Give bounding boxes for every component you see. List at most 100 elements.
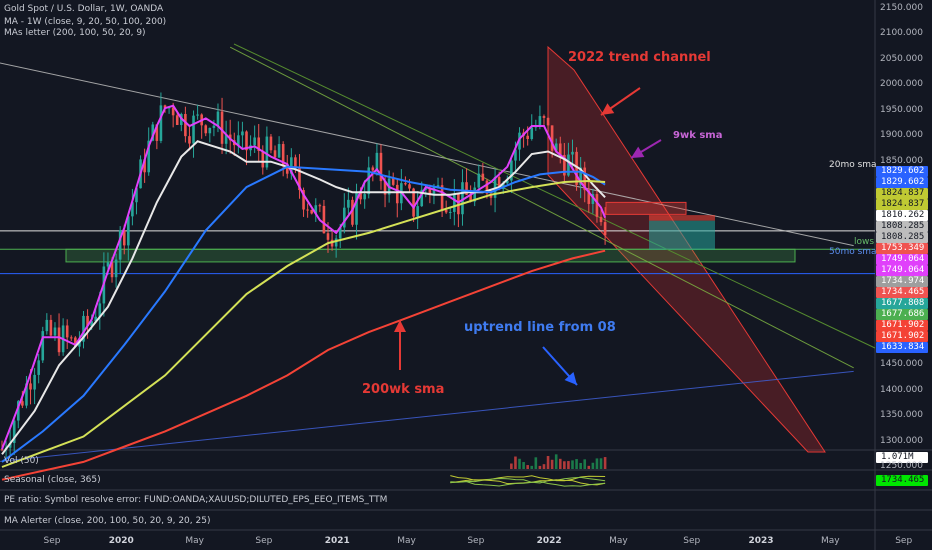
candle-body (37, 360, 40, 375)
y-axis-tick-label: 1250.000 (880, 461, 923, 471)
candle-body (135, 188, 138, 203)
candle-body (563, 154, 566, 176)
volume-bar (558, 458, 562, 469)
seasonal-pane-label[interactable]: Seasonal (close, 365) (4, 475, 101, 485)
candle-body (448, 211, 452, 213)
candle-body (294, 157, 297, 168)
candle-body (253, 137, 256, 146)
candle-body (0, 449, 4, 451)
trend-channel-arrow-head (601, 103, 615, 115)
volume-bar (542, 464, 546, 469)
two-hundred-wk-sma-arrow-head (394, 320, 406, 332)
candle-body (17, 401, 20, 421)
candle-body (359, 192, 362, 200)
candle-body (326, 233, 330, 240)
ma-alerter-pane-label[interactable]: MA Alerter (close, 200, 100, 50, 20, 9, … (4, 516, 211, 526)
candle-body (290, 157, 293, 174)
x-axis-tick-label: 2021 (324, 536, 350, 546)
candle-body (110, 262, 114, 278)
price-axis-label: 1829.602 (876, 177, 928, 189)
mas-letter-legend[interactable]: MAs letter (200, 100, 50, 20, 9) (4, 28, 146, 38)
candle-body (204, 125, 208, 134)
seasonal-line (450, 480, 606, 487)
lows-zone (65, 248, 796, 263)
y-axis-tick-label: 1400.000 (880, 384, 923, 395)
candle-body (558, 143, 562, 155)
candle-body (432, 187, 436, 196)
candle-body (595, 194, 599, 217)
candle-body (131, 202, 134, 217)
y-axis-tick-label: 1950.000 (880, 104, 923, 115)
candle-body (143, 159, 146, 173)
series-line-20wk-sma (1, 140, 606, 455)
candle-body (330, 239, 334, 247)
candle-body (583, 167, 587, 191)
candle-body (127, 216, 130, 246)
candle-body (220, 111, 224, 144)
candle-body (224, 134, 228, 144)
candle-body (379, 152, 383, 182)
ma-indicator-legend[interactable]: MA - 1W (close, 9, 20, 50, 100, 200) (4, 17, 167, 27)
candle-body (469, 194, 472, 202)
trendline (233, 43, 876, 349)
candle-body (74, 337, 77, 347)
candle-body (41, 331, 45, 361)
candle-body (395, 184, 399, 204)
candle-body (587, 190, 591, 204)
candle-body (444, 210, 448, 213)
candle-body (436, 185, 440, 188)
candle-body (510, 160, 513, 181)
x-axis-tick-label: May (609, 536, 628, 546)
candle-body (90, 321, 93, 326)
candle-body (575, 151, 578, 185)
candle-body (285, 166, 289, 174)
volume-bars (510, 454, 607, 469)
series-line-200wk-sma (1, 249, 606, 481)
price-axis-label: 1734.465 (876, 287, 928, 299)
candle-body (159, 105, 163, 141)
volume-bar (522, 462, 525, 469)
candle-body (383, 181, 387, 195)
volume-bar (526, 465, 529, 469)
price-axis-label: 1829.602 (876, 166, 928, 178)
y-axis-tick-label: 2050.000 (880, 53, 923, 64)
candle-body (506, 180, 509, 184)
candle-body (261, 150, 265, 168)
candle-body (542, 116, 546, 118)
candle-body (175, 115, 179, 125)
candle-body (424, 188, 428, 190)
candle-body (245, 131, 248, 151)
candle-body (94, 316, 98, 322)
volume-bar (575, 459, 578, 469)
candle-body (151, 124, 155, 141)
candle-body (485, 180, 489, 194)
candle-body (351, 199, 354, 225)
candle-body (338, 227, 342, 239)
candle-body (184, 113, 187, 137)
candle-body (98, 303, 102, 317)
x-axis-tick-label: Sep (255, 536, 273, 546)
candle-body (412, 188, 415, 217)
volume-bar (571, 460, 574, 469)
price-axis-label: 1749.064 (876, 254, 928, 266)
price-axis-label: 1753.349 (876, 243, 928, 255)
volume-pane-label[interactable]: Vol (50) (4, 456, 39, 466)
highlight-box (605, 201, 687, 215)
candle-body (212, 125, 216, 128)
candle-body (347, 199, 350, 208)
x-axis-tick-label: Sep (895, 536, 913, 546)
price-axis-label: 1633.834 (876, 342, 928, 354)
pe-ratio-pane-label[interactable]: PE ratio: Symbol resolve error: FUND:OAN… (4, 495, 388, 505)
volume-bar (595, 458, 599, 469)
candle-body (82, 315, 85, 342)
candle-body (196, 114, 199, 116)
candle-body (314, 205, 318, 214)
y-axis-tick-label: 1450.000 (880, 359, 923, 370)
candle-body (428, 188, 432, 196)
candle-body (8, 442, 12, 448)
candle-body (208, 127, 212, 134)
x-axis-tick-label: Sep (683, 536, 701, 546)
candle-body (371, 167, 375, 171)
price-axis-label: 1671.902 (876, 320, 928, 332)
